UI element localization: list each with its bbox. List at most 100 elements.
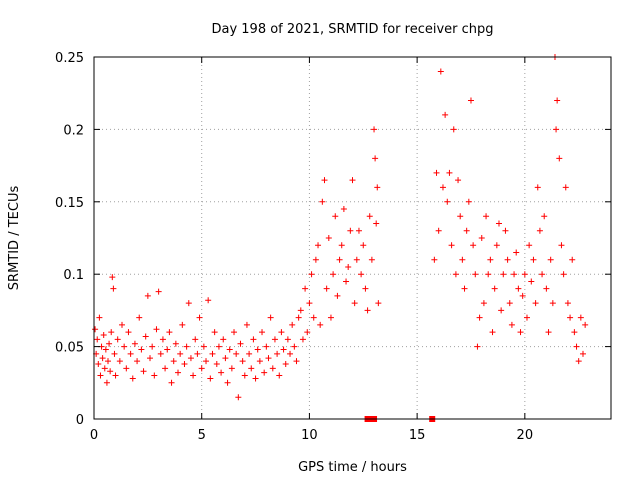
data-point [112,372,119,379]
data-point [103,379,110,386]
y-tick-label: 0.25 [55,51,84,66]
data-point [321,177,328,184]
data-point [508,321,515,328]
data-point [519,292,526,299]
y-tick-label: 0 [76,413,84,428]
data-point [159,336,166,343]
data-point [355,227,362,234]
data-point [336,256,343,263]
chart-title: Day 198 of 2021, SRMTID for receiver chp… [211,22,493,37]
y-axis-label: SRMTID / TECUs [7,186,22,291]
data-point [196,314,203,321]
data-point [511,271,518,278]
data-point [97,372,104,379]
data-point [347,227,354,234]
data-point [241,372,248,379]
data-point [164,346,171,353]
data-point [111,350,118,357]
data-point [455,177,462,184]
data-point [231,329,238,336]
data-point [446,169,453,176]
data-point [560,271,567,278]
data-point [218,369,225,376]
data-point [254,346,261,353]
data-point [175,369,182,376]
data-point [269,365,276,372]
data-point [183,343,190,350]
data-point [194,350,201,357]
data-point [323,285,330,292]
data-point [467,97,474,104]
data-point [493,242,500,249]
data-point [144,292,151,299]
data-point [121,343,128,350]
data-point [116,358,123,365]
data-point [114,336,121,343]
data-point [134,358,141,365]
data-point [521,271,528,278]
data-point [317,321,324,328]
data-point [147,355,154,362]
data-point [495,220,502,227]
data-point [136,314,143,321]
data-point [330,271,337,278]
data-point [362,285,369,292]
data-point [349,177,356,184]
data-point [461,285,468,292]
data-point [567,314,574,321]
data-point [448,242,455,249]
plot-frame [93,56,612,420]
data-point [224,379,231,386]
data-point [353,256,360,263]
data-point [226,346,233,353]
data-point [371,126,378,133]
data-point [487,256,494,263]
data-point [470,242,477,249]
data-point [463,227,470,234]
data-point [556,155,563,162]
data-point [582,321,589,328]
data-point [569,256,576,263]
data-point [293,358,300,365]
data-point [101,365,108,372]
x-tick-label: 10 [301,428,318,443]
data-point [476,314,483,321]
data-point [547,256,554,263]
data-point [99,355,106,362]
data-point [539,271,546,278]
data-point [94,336,101,343]
data-point [190,372,197,379]
data-point [198,365,205,372]
data-point [151,372,158,379]
data-point [515,285,522,292]
data-points [92,54,589,401]
data-point [502,227,509,234]
data-point [297,307,304,314]
data-point [250,336,257,343]
data-point [564,300,571,307]
y-tick-label: 0.15 [55,196,84,211]
data-point [450,126,457,133]
data-point [276,372,283,379]
data-point [102,346,109,353]
data-point [437,68,444,75]
data-point [168,379,175,386]
data-point [155,288,162,295]
data-point [213,360,220,367]
data-point [110,285,117,292]
data-point [142,333,149,340]
data-point [310,314,317,321]
data-point [435,227,442,234]
data-point [364,307,371,314]
data-point [211,329,218,336]
data-point [444,198,451,205]
data-point [153,326,160,333]
data-point [131,340,138,347]
data-point [373,220,380,227]
data-point [543,285,550,292]
data-point [523,314,530,321]
data-point [170,358,177,365]
data-point [545,329,552,336]
data-point [334,292,341,299]
